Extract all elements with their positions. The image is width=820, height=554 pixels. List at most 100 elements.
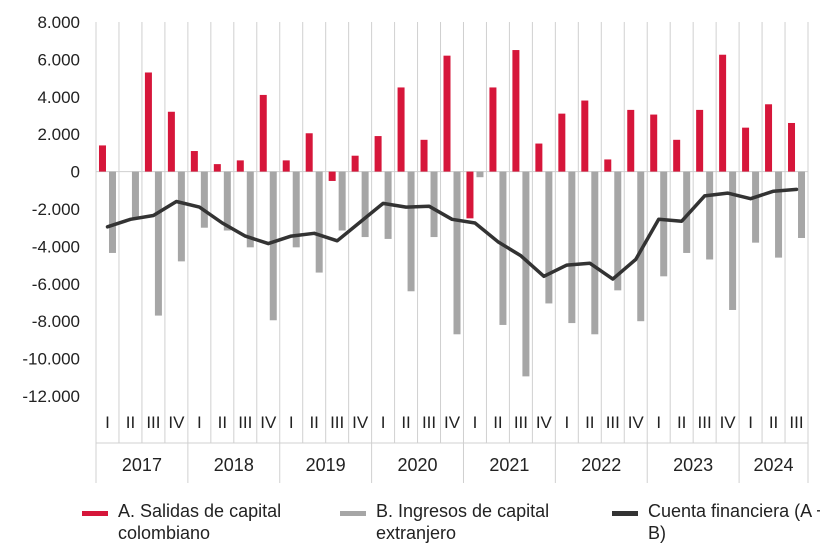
- bar-ingresos: [522, 171, 530, 377]
- bar-ingresos: [177, 171, 185, 262]
- legend-swatch-salidas: [82, 511, 108, 516]
- bar-ingresos: [706, 171, 714, 260]
- x-tick-label-quarter: II: [309, 413, 318, 432]
- x-tick-label-year: 2018: [214, 455, 254, 475]
- legend-swatch-ingresos: [340, 511, 366, 516]
- bar-salidas: [305, 133, 313, 172]
- x-tick-label-quarter: IV: [444, 413, 461, 432]
- x-tick-label-quarter: II: [218, 413, 227, 432]
- bar-ingresos: [315, 171, 323, 273]
- bar-salidas: [259, 94, 267, 172]
- bar-salidas: [213, 164, 221, 172]
- line-cuenta-financiera: [105, 187, 799, 281]
- x-tick-label-year: 2017: [122, 455, 162, 475]
- bar-ingresos: [591, 171, 599, 335]
- x-tick-label-quarter: I: [473, 413, 478, 432]
- bar-ingresos: [660, 171, 668, 277]
- bar-salidas: [489, 87, 497, 172]
- x-tick-label-quarter: IV: [168, 413, 185, 432]
- x-tick-label-year: 2019: [306, 455, 346, 475]
- x-tick-label-quarter: I: [289, 413, 294, 432]
- x-tick-label-quarter: III: [789, 413, 803, 432]
- x-tick-label-quarter: II: [585, 413, 594, 432]
- legend: A. Salidas de capital colombiano B. Ingr…: [0, 500, 820, 554]
- bar-ingresos: [545, 171, 553, 304]
- bar-salidas: [190, 151, 198, 172]
- y-tick-label: -12.000: [22, 387, 80, 406]
- y-tick-label: 6.000: [37, 50, 80, 69]
- x-tick-label-quarter: I: [564, 413, 569, 432]
- bar-ingresos: [154, 171, 162, 316]
- y-tick-label: -6.000: [32, 275, 80, 294]
- bar-ingresos: [200, 171, 208, 228]
- bar-salidas: [558, 113, 566, 172]
- bar-salidas: [604, 159, 612, 172]
- bar-salidas: [167, 111, 175, 172]
- x-tick-label-quarter: II: [126, 413, 135, 432]
- bar-ingresos: [499, 171, 507, 325]
- x-tick-label-year: 2024: [754, 455, 794, 475]
- bar-salidas: [788, 122, 796, 172]
- x-tick-label-quarter: III: [238, 413, 252, 432]
- bar-ingresos: [637, 171, 645, 322]
- x-tick-label-quarter: IV: [352, 413, 369, 432]
- legend-item-cuenta[interactable]: Cuenta financiera (A + B): [612, 500, 820, 544]
- bar-ingresos: [775, 171, 783, 258]
- bar-ingresos: [223, 171, 231, 231]
- bar-salidas: [443, 55, 451, 172]
- bar-salidas: [374, 136, 382, 172]
- bar-salidas: [719, 54, 727, 172]
- bar-ingresos: [407, 171, 415, 292]
- bar-salidas: [466, 171, 474, 219]
- bar-ingresos: [568, 171, 576, 324]
- bar-ingresos: [292, 171, 300, 248]
- bar-ingresos: [729, 171, 737, 310]
- y-tick-label: -10.000: [22, 350, 80, 369]
- x-tick-label-year: 2023: [673, 455, 713, 475]
- bar-salidas: [512, 50, 520, 172]
- y-tick-label: -8.000: [32, 312, 80, 331]
- legend-item-ingresos[interactable]: B. Ingresos de capital extranjero: [340, 500, 586, 544]
- bar-salidas: [397, 87, 405, 172]
- bar-ingresos: [269, 171, 277, 321]
- chart-grid: [95, 22, 809, 443]
- x-tick-label-quarter: III: [422, 413, 436, 432]
- legend-label-salidas: A. Salidas de capital colombiano: [118, 501, 282, 543]
- x-tick-label-quarter: II: [401, 413, 410, 432]
- x-tick-label-quarter: IV: [260, 413, 277, 432]
- line-series: [105, 187, 799, 281]
- y-tick-label: 4.000: [37, 88, 80, 107]
- x-tick-label-quarter: II: [493, 413, 502, 432]
- bar-salidas: [742, 127, 750, 172]
- bar-ingresos: [752, 171, 760, 243]
- legend-item-salidas[interactable]: A. Salidas de capital colombiano: [82, 500, 328, 544]
- chart-labels: 8.000 6.000 4.000 2.000 0 -2.000 -4.000 -6.000 -…: [22, 13, 803, 475]
- bar-ingresos: [108, 171, 116, 253]
- bar-salidas: [420, 139, 428, 172]
- bar-ingresos: [131, 171, 139, 219]
- x-tick-label-quarter: I: [748, 413, 753, 432]
- x-tick-label-quarter: IV: [628, 413, 645, 432]
- bar-salidas: [696, 109, 704, 172]
- chart-axes: [95, 442, 809, 483]
- bar-salidas: [98, 145, 106, 172]
- bar-salidas: [535, 143, 543, 172]
- bar-salidas: [673, 139, 681, 172]
- x-tick-label-year: 2021: [489, 455, 529, 475]
- y-tick-label: -2.000: [32, 200, 80, 219]
- x-tick-label-quarter: II: [769, 413, 778, 432]
- bar-ingresos: [338, 171, 346, 231]
- bar-ingresos: [430, 171, 438, 238]
- bar-salidas: [650, 114, 658, 172]
- y-tick-label: -4.000: [32, 237, 80, 256]
- x-tick-label-quarter: I: [197, 413, 202, 432]
- legend-swatch-cuenta: [612, 511, 638, 516]
- x-tick-label-year: 2020: [398, 455, 438, 475]
- bar-salidas: [236, 160, 244, 172]
- x-tick-label-quarter: I: [381, 413, 386, 432]
- y-tick-label: 0: [71, 163, 80, 182]
- bar-salidas: [282, 160, 290, 172]
- x-tick-label-quarter: IV: [720, 413, 737, 432]
- x-tick-label-quarter: IV: [536, 413, 553, 432]
- x-tick-label-quarter: I: [105, 413, 110, 432]
